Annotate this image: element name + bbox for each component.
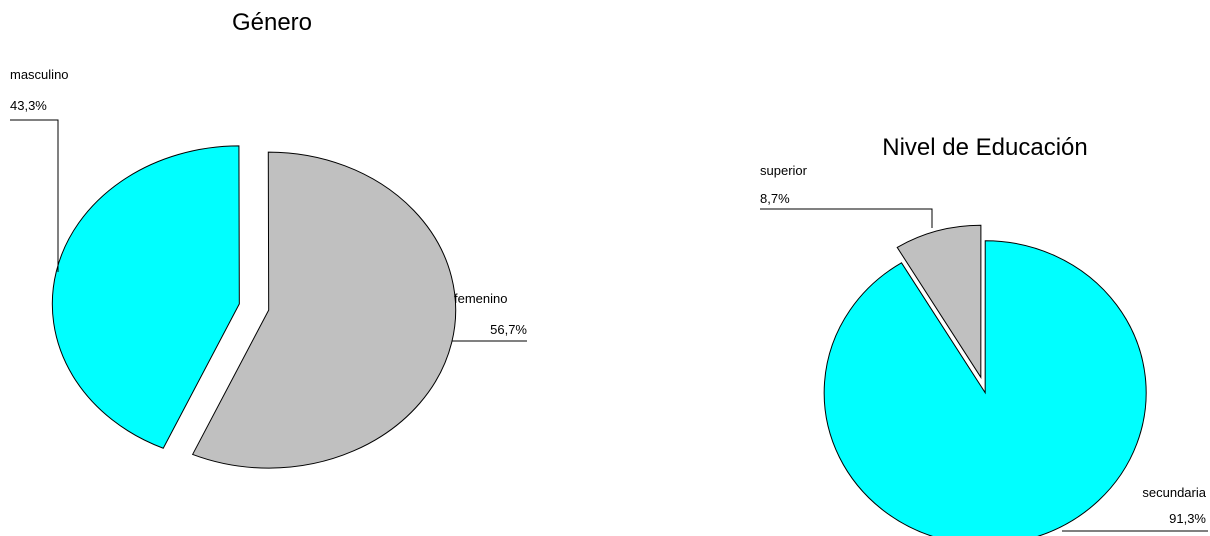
masculino-leader-line: [10, 119, 59, 272]
femenino-percent: 56,7%: [490, 322, 527, 337]
education-chart-title: Nivel de Educación: [882, 134, 1087, 161]
gender-chart-title: Género: [232, 9, 312, 36]
gender-slice-masculino: [51, 145, 240, 449]
superior-leader-line: [760, 208, 933, 228]
femenino-label: femenino: [454, 291, 507, 306]
education-slice-secundaria: [823, 240, 1147, 536]
secundaria-percent: 91,3%: [1169, 511, 1206, 526]
gender-pie-chart: Género masculino 43,3% femenino 56,7%: [10, 9, 527, 469]
superior-label: superior: [760, 163, 808, 178]
secundaria-label: secundaria: [1142, 485, 1206, 500]
superior-percent: 8,7%: [760, 191, 790, 206]
masculino-label: masculino: [10, 67, 69, 82]
masculino-percent: 43,3%: [10, 98, 47, 113]
education-slice-superior: [896, 224, 982, 379]
education-pie-chart: Nivel de Educación superior 8,7% secunda…: [760, 134, 1208, 536]
gender-slice-femenino: [191, 151, 457, 469]
